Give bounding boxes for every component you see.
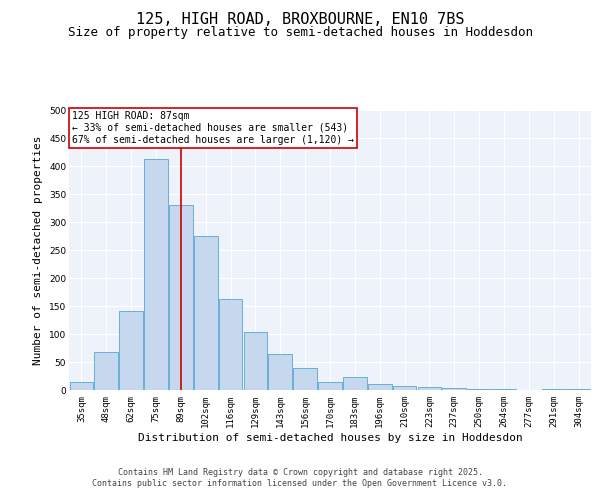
Bar bbox=[318, 382, 342, 390]
X-axis label: Distribution of semi-detached houses by size in Hoddesdon: Distribution of semi-detached houses by … bbox=[137, 432, 523, 442]
Bar bbox=[542, 389, 566, 390]
Bar bbox=[70, 382, 93, 390]
Bar bbox=[94, 352, 118, 390]
Bar bbox=[194, 236, 218, 390]
Bar bbox=[467, 389, 491, 390]
Bar bbox=[119, 311, 143, 390]
Bar bbox=[393, 386, 416, 390]
Bar bbox=[144, 158, 168, 390]
Bar bbox=[169, 205, 193, 390]
Bar bbox=[418, 387, 441, 390]
Text: 125, HIGH ROAD, BROXBOURNE, EN10 7BS: 125, HIGH ROAD, BROXBOURNE, EN10 7BS bbox=[136, 12, 464, 28]
Text: 125 HIGH ROAD: 87sqm
← 33% of semi-detached houses are smaller (543)
67% of semi: 125 HIGH ROAD: 87sqm ← 33% of semi-detac… bbox=[71, 112, 353, 144]
Bar bbox=[268, 354, 292, 390]
Bar bbox=[219, 300, 242, 390]
Bar bbox=[343, 377, 367, 390]
Bar bbox=[293, 368, 317, 390]
Bar bbox=[368, 384, 392, 390]
Bar bbox=[244, 332, 267, 390]
Text: Size of property relative to semi-detached houses in Hoddesdon: Size of property relative to semi-detach… bbox=[67, 26, 533, 39]
Y-axis label: Number of semi-detached properties: Number of semi-detached properties bbox=[34, 135, 43, 365]
Text: Contains HM Land Registry data © Crown copyright and database right 2025.
Contai: Contains HM Land Registry data © Crown c… bbox=[92, 468, 508, 487]
Bar bbox=[442, 388, 466, 390]
